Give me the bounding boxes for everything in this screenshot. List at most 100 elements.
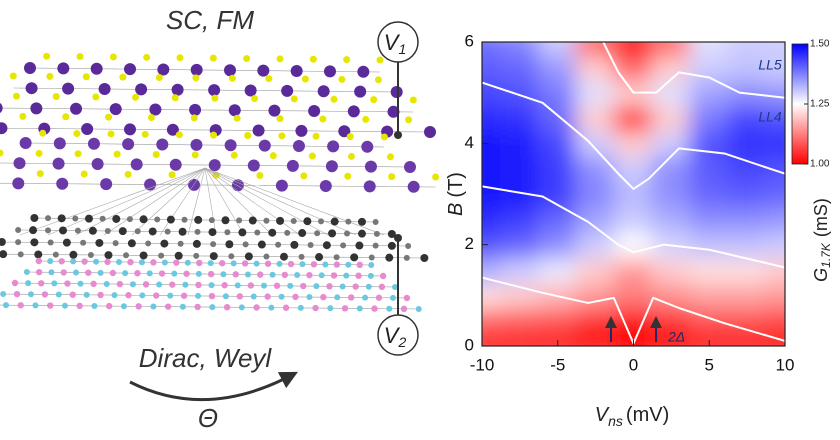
atom: [134, 228, 141, 235]
atom: [90, 280, 97, 288]
bond: [204, 167, 357, 236]
atom: [190, 114, 198, 122]
atom: [275, 241, 282, 248]
atom: [81, 122, 94, 135]
atom: [346, 133, 354, 141]
x-symbol: V: [595, 404, 610, 426]
atom: [254, 229, 261, 236]
atom: [312, 304, 319, 312]
atom: [347, 152, 355, 160]
atom: [12, 177, 25, 190]
heat-cell: [482, 256, 502, 284]
atom: [36, 170, 44, 178]
atom: [171, 270, 178, 277]
atom: [252, 124, 265, 137]
atom: [196, 259, 203, 267]
atom: [99, 215, 106, 222]
y-tick-label: 0: [465, 335, 474, 354]
atom: [195, 292, 202, 299]
atom: [9, 72, 17, 80]
atom: [149, 103, 162, 116]
atom: [109, 53, 117, 61]
atom: [257, 64, 270, 77]
heat-cell: [482, 332, 502, 346]
atom: [60, 269, 67, 276]
atom: [76, 302, 83, 310]
heat-cell: [727, 231, 768, 259]
atom: [264, 293, 271, 300]
atom: [334, 294, 341, 301]
atom: [0, 103, 3, 113]
heat-cell: [575, 155, 616, 183]
atom: [415, 306, 422, 312]
atom: [338, 75, 346, 83]
atom: [98, 82, 111, 95]
atom: [338, 125, 351, 138]
heat-cell: [499, 256, 540, 284]
atom: [312, 132, 320, 140]
heat-cell: [537, 332, 578, 346]
atom: [70, 102, 83, 115]
heat-cell: [727, 205, 768, 233]
atom: [141, 130, 149, 138]
atom: [35, 149, 43, 157]
heat-cell: [689, 281, 730, 309]
bond: [204, 167, 329, 236]
heat-cell: [499, 155, 540, 183]
atom: [87, 137, 100, 150]
atom: [142, 281, 150, 288]
curve: [482, 81, 785, 190]
atom: [279, 252, 288, 261]
heat-cell: [689, 205, 730, 233]
atom: [80, 239, 87, 246]
atom: [309, 55, 317, 63]
atom: [409, 96, 417, 104]
atom: [208, 159, 221, 172]
atom: [146, 270, 153, 277]
heat-cell: [689, 53, 730, 81]
atom: [357, 217, 366, 226]
atom: [113, 150, 121, 158]
heat-cell: [727, 256, 768, 284]
atom: [62, 238, 71, 247]
annotation: 2Δ: [667, 329, 685, 345]
atom: [74, 150, 82, 158]
atom: [52, 251, 59, 258]
atom: [376, 56, 384, 64]
atom: [324, 65, 336, 78]
atom: [344, 172, 352, 180]
atom: [41, 291, 49, 298]
crystal-illustration: [0, 52, 440, 313]
contact: [394, 131, 402, 139]
y-tick-label: 2: [465, 234, 474, 253]
atom: [208, 292, 216, 300]
atom: [251, 94, 259, 102]
bond: [204, 167, 385, 236]
heat-cell: [499, 307, 540, 335]
atom: [19, 112, 27, 120]
atom: [95, 238, 104, 247]
atom: [228, 104, 241, 117]
atom: [124, 63, 136, 76]
atom: [357, 229, 366, 238]
atom: [0, 250, 8, 259]
v2-subscript: 2: [397, 334, 406, 350]
atom: [233, 114, 241, 122]
heat-cell: [499, 42, 540, 56]
atom: [355, 272, 362, 279]
atom: [48, 269, 55, 276]
x-unit: (mV): [626, 404, 669, 426]
atom: [129, 281, 136, 288]
atom: [306, 294, 313, 301]
bond: [204, 167, 245, 236]
atom: [58, 258, 65, 265]
heat-cell: [689, 42, 730, 56]
atom: [315, 253, 324, 262]
atom: [380, 133, 388, 141]
atom: [228, 74, 236, 82]
heat-cell: [765, 307, 785, 335]
atom: [230, 260, 237, 267]
atom: [100, 178, 113, 191]
atom: [318, 272, 325, 279]
atom: [194, 215, 203, 224]
